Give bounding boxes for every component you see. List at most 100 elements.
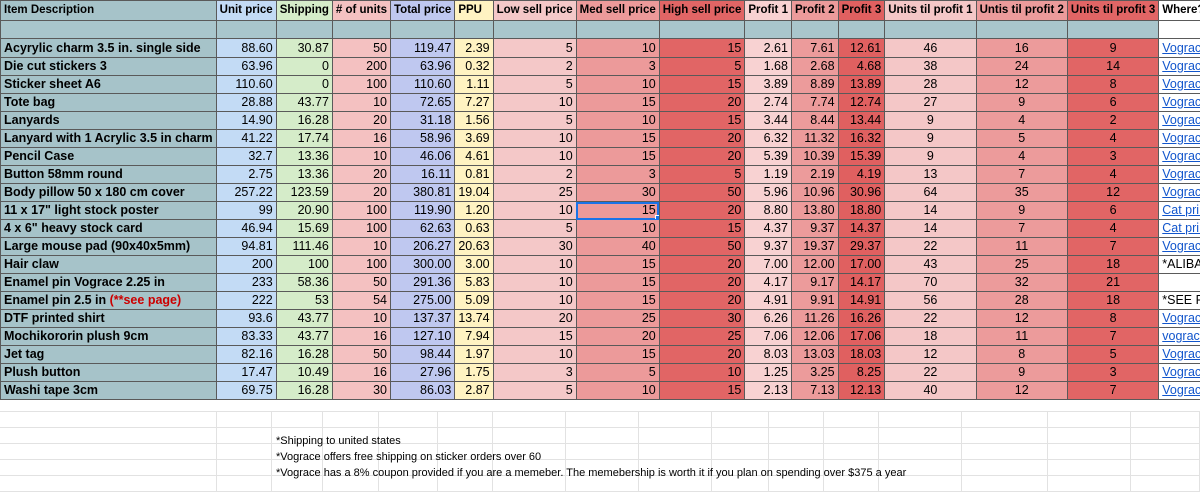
cell-units[interactable]: 20	[332, 184, 390, 202]
cell-med-sell-price[interactable]: 5	[576, 364, 659, 382]
cell-unit-price[interactable]: 99	[216, 202, 276, 220]
where-link[interactable]: Vograce	[1162, 113, 1200, 127]
cell-item-description[interactable]: Large mouse pad (90x40x5mm)	[1, 238, 217, 256]
cell-units[interactable]: 10	[332, 238, 390, 256]
cell-item-description[interactable]: Sticker sheet A6	[1, 76, 217, 94]
cell-profit-3[interactable]: 14.37	[838, 220, 885, 238]
cell-ppu[interactable]: 1.11	[455, 76, 493, 94]
cell-units-til-profit-3[interactable]: 7	[1067, 238, 1158, 256]
cell-item-description[interactable]: Washi tape 3cm	[1, 382, 217, 400]
cell-unit-price[interactable]: 233	[216, 274, 276, 292]
cell-profit-2[interactable]: 2.68	[791, 58, 838, 76]
cell-units-til-profit-1[interactable]: 13	[885, 166, 976, 184]
cell-units[interactable]: 16	[332, 364, 390, 382]
cell-profit-1[interactable]: 4.17	[745, 274, 792, 292]
cell-ppu[interactable]: 0.81	[455, 166, 493, 184]
cell-med-sell-price[interactable]: 10	[576, 76, 659, 94]
header-med-sell-price[interactable]: Med sell price	[576, 1, 659, 21]
cell-low-sell-price[interactable]: 10	[493, 94, 576, 112]
cell-unit-price[interactable]: 28.88	[216, 94, 276, 112]
cell-med-sell-price[interactable]: 10	[576, 112, 659, 130]
cell-high-sell-price[interactable]: 20	[659, 94, 745, 112]
cell-units-til-profit-3[interactable]: 18	[1067, 292, 1158, 310]
cell-ppu[interactable]: 2.39	[455, 39, 493, 58]
band-cell[interactable]	[885, 21, 976, 39]
cell-units-til-profit-3[interactable]: 7	[1067, 382, 1158, 400]
cell-unit-price[interactable]: 83.33	[216, 328, 276, 346]
cell-where[interactable]: Vograce	[1159, 238, 1200, 256]
cell-profit-1[interactable]: 1.68	[745, 58, 792, 76]
cell-profit-1[interactable]: 8.80	[745, 202, 792, 220]
cell-profit-2[interactable]: 11.32	[791, 130, 838, 148]
cell-units-til-profit-2[interactable]: 11	[976, 238, 1067, 256]
cell-units[interactable]: 10	[332, 310, 390, 328]
cell-profit-2[interactable]: 7.61	[791, 39, 838, 58]
cell-profit-3[interactable]: 14.17	[838, 274, 885, 292]
cell-profit-3[interactable]: 18.80	[838, 202, 885, 220]
cell-units[interactable]: 100	[332, 76, 390, 94]
cell-profit-1[interactable]: 5.96	[745, 184, 792, 202]
cell-profit-1[interactable]: 6.32	[745, 130, 792, 148]
cell-high-sell-price[interactable]: 20	[659, 292, 745, 310]
cell-profit-1[interactable]: 3.44	[745, 112, 792, 130]
cell-high-sell-price[interactable]: 15	[659, 39, 745, 58]
cell-units-til-profit-3[interactable]: 6	[1067, 94, 1158, 112]
cell-units-til-profit-1[interactable]: 22	[885, 364, 976, 382]
cell-item-description[interactable]: Hair claw	[1, 256, 217, 274]
cell-units[interactable]: 20	[332, 166, 390, 184]
cell-units-til-profit-1[interactable]: 27	[885, 94, 976, 112]
cell-where[interactable]: Vograce	[1159, 148, 1200, 166]
cell-unit-price[interactable]: 82.16	[216, 346, 276, 364]
cell-profit-1[interactable]: 8.03	[745, 346, 792, 364]
cell-profit-2[interactable]: 8.44	[791, 112, 838, 130]
cell-profit-3[interactable]: 18.03	[838, 346, 885, 364]
band-cell[interactable]	[838, 21, 885, 39]
cell-where[interactable]: Vograce	[1159, 382, 1200, 400]
cell-unit-price[interactable]: 2.75	[216, 166, 276, 184]
cell-item-description[interactable]: Jet tag	[1, 346, 217, 364]
cell-units-til-profit-3[interactable]: 6	[1067, 202, 1158, 220]
cell-profit-3[interactable]: 29.37	[838, 238, 885, 256]
band-cell[interactable]	[332, 21, 390, 39]
cell-units-til-profit-1[interactable]: 22	[885, 310, 976, 328]
cell-shipping[interactable]: 111.46	[276, 238, 332, 256]
cell-profit-2[interactable]: 9.37	[791, 220, 838, 238]
cell-unit-price[interactable]: 94.81	[216, 238, 276, 256]
cell-total-price[interactable]: 110.60	[391, 76, 455, 94]
cell-item-description[interactable]: Plush button	[1, 364, 217, 382]
cell-low-sell-price[interactable]: 30	[493, 238, 576, 256]
cell-shipping[interactable]: 17.74	[276, 130, 332, 148]
cell-units-til-profit-3[interactable]: 8	[1067, 76, 1158, 94]
cell-profit-1[interactable]: 1.25	[745, 364, 792, 382]
cell-med-sell-price[interactable]: 30	[576, 184, 659, 202]
cell-units-til-profit-1[interactable]: 56	[885, 292, 976, 310]
where-link[interactable]: Vograce	[1162, 95, 1200, 109]
cell-low-sell-price[interactable]: 2	[493, 58, 576, 76]
cell-shipping[interactable]: 16.28	[276, 346, 332, 364]
cell-profit-2[interactable]: 13.80	[791, 202, 838, 220]
cell-total-price[interactable]: 63.96	[391, 58, 455, 76]
cell-units-til-profit-1[interactable]: 9	[885, 112, 976, 130]
cell-shipping[interactable]: 43.77	[276, 94, 332, 112]
cell-total-price[interactable]: 275.00	[391, 292, 455, 310]
where-link[interactable]: Vograce	[1162, 77, 1200, 91]
cell-where[interactable]	[1159, 274, 1200, 292]
cell-total-price[interactable]: 16.11	[391, 166, 455, 184]
cell-ppu[interactable]: 20.63	[455, 238, 493, 256]
cell-units-til-profit-2[interactable]: 28	[976, 292, 1067, 310]
cell-total-price[interactable]: 119.47	[391, 39, 455, 58]
cell-profit-2[interactable]: 3.25	[791, 364, 838, 382]
cell-profit-2[interactable]: 12.06	[791, 328, 838, 346]
cell-low-sell-price[interactable]: 10	[493, 292, 576, 310]
cell-shipping[interactable]: 58.36	[276, 274, 332, 292]
cell-where[interactable]: Vograce	[1159, 94, 1200, 112]
cell-shipping[interactable]: 13.36	[276, 148, 332, 166]
cell-profit-2[interactable]: 13.03	[791, 346, 838, 364]
where-link[interactable]: Vograce	[1162, 185, 1200, 199]
cell-med-sell-price[interactable]: 10	[576, 39, 659, 58]
cell-profit-3[interactable]: 12.61	[838, 39, 885, 58]
cell-med-sell-price[interactable]: 40	[576, 238, 659, 256]
cell-units-til-profit-3[interactable]: 12	[1067, 184, 1158, 202]
cell-high-sell-price[interactable]: 30	[659, 310, 745, 328]
cell-high-sell-price[interactable]: 50	[659, 184, 745, 202]
